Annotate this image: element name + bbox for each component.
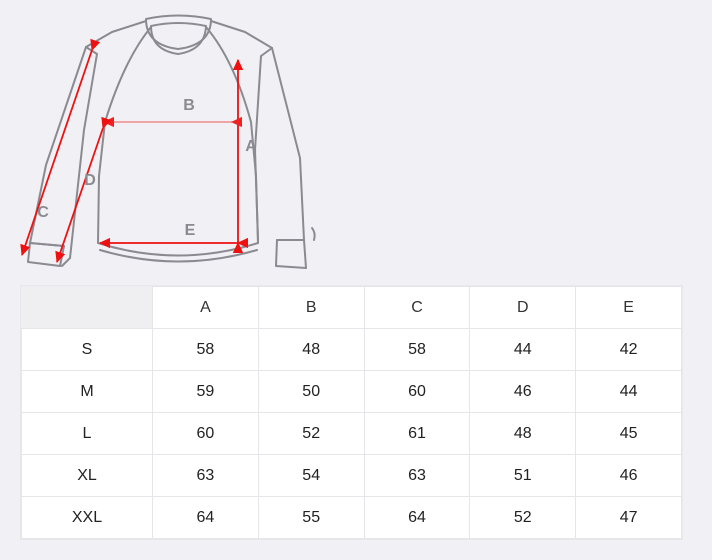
row-size-label: L bbox=[21, 412, 153, 455]
cell-b: 55 bbox=[257, 496, 365, 539]
cell-b: 54 bbox=[257, 454, 365, 497]
cell-a: 64 bbox=[152, 496, 259, 539]
column-header-c: C bbox=[363, 286, 471, 329]
cell-d: 52 bbox=[469, 496, 577, 539]
cell-c: 64 bbox=[363, 496, 471, 539]
table-header-row: A B C D E bbox=[21, 286, 682, 329]
cell-b: 50 bbox=[257, 370, 365, 413]
cell-e: 45 bbox=[575, 412, 682, 455]
cell-d: 46 bbox=[469, 370, 577, 413]
row-size-label: M bbox=[21, 370, 153, 413]
size-chart-table: A B C D E S 58 48 58 44 42 M 59 50 60 46 bbox=[21, 286, 682, 539]
cell-b: 52 bbox=[257, 412, 365, 455]
sweatshirt-outline bbox=[27, 14, 316, 269]
cell-e: 46 bbox=[575, 454, 682, 497]
cell-a: 58 bbox=[152, 328, 259, 371]
column-header-d: D bbox=[469, 286, 577, 329]
arrow-d bbox=[55, 116, 112, 264]
measurement-arrows bbox=[20, 38, 249, 264]
label-c: C bbox=[37, 204, 49, 221]
label-a: A bbox=[245, 138, 257, 155]
table-row: XL 63 54 63 51 46 bbox=[21, 454, 682, 497]
cell-c: 63 bbox=[363, 454, 471, 497]
cell-a: 59 bbox=[152, 370, 259, 413]
cell-a: 60 bbox=[152, 412, 259, 455]
table-row: XXL 64 55 64 52 47 bbox=[21, 496, 682, 539]
table-row: L 60 52 61 48 45 bbox=[21, 412, 682, 455]
cell-e: 44 bbox=[575, 370, 682, 413]
measurement-labels: A B C D E bbox=[37, 97, 257, 239]
column-header-b: B bbox=[257, 286, 365, 329]
cell-c: 61 bbox=[363, 412, 471, 455]
cell-d: 51 bbox=[469, 454, 577, 497]
cell-c: 60 bbox=[363, 370, 471, 413]
table-row: M 59 50 60 46 44 bbox=[21, 370, 682, 413]
cell-d: 48 bbox=[469, 412, 577, 455]
cell-c: 58 bbox=[363, 328, 471, 371]
table-row: S 58 48 58 44 42 bbox=[21, 328, 682, 371]
column-header-e: E bbox=[575, 286, 682, 329]
size-table-container: A B C D E S 58 48 58 44 42 M 59 50 60 46 bbox=[21, 286, 682, 539]
row-size-label: XL bbox=[21, 454, 153, 497]
row-size-label: S bbox=[21, 328, 153, 371]
label-d: D bbox=[84, 172, 96, 189]
cell-b: 48 bbox=[257, 328, 365, 371]
cell-e: 47 bbox=[575, 496, 682, 539]
column-header-a: A bbox=[152, 286, 259, 329]
label-e: E bbox=[185, 222, 196, 239]
cell-e: 42 bbox=[575, 328, 682, 371]
cell-d: 44 bbox=[469, 328, 577, 371]
label-b: B bbox=[183, 97, 195, 114]
garment-measurement-diagram: A B C D E bbox=[20, 14, 316, 269]
cell-a: 63 bbox=[152, 454, 259, 497]
row-size-label: XXL bbox=[21, 496, 153, 539]
table-corner-cell bbox=[21, 286, 153, 329]
